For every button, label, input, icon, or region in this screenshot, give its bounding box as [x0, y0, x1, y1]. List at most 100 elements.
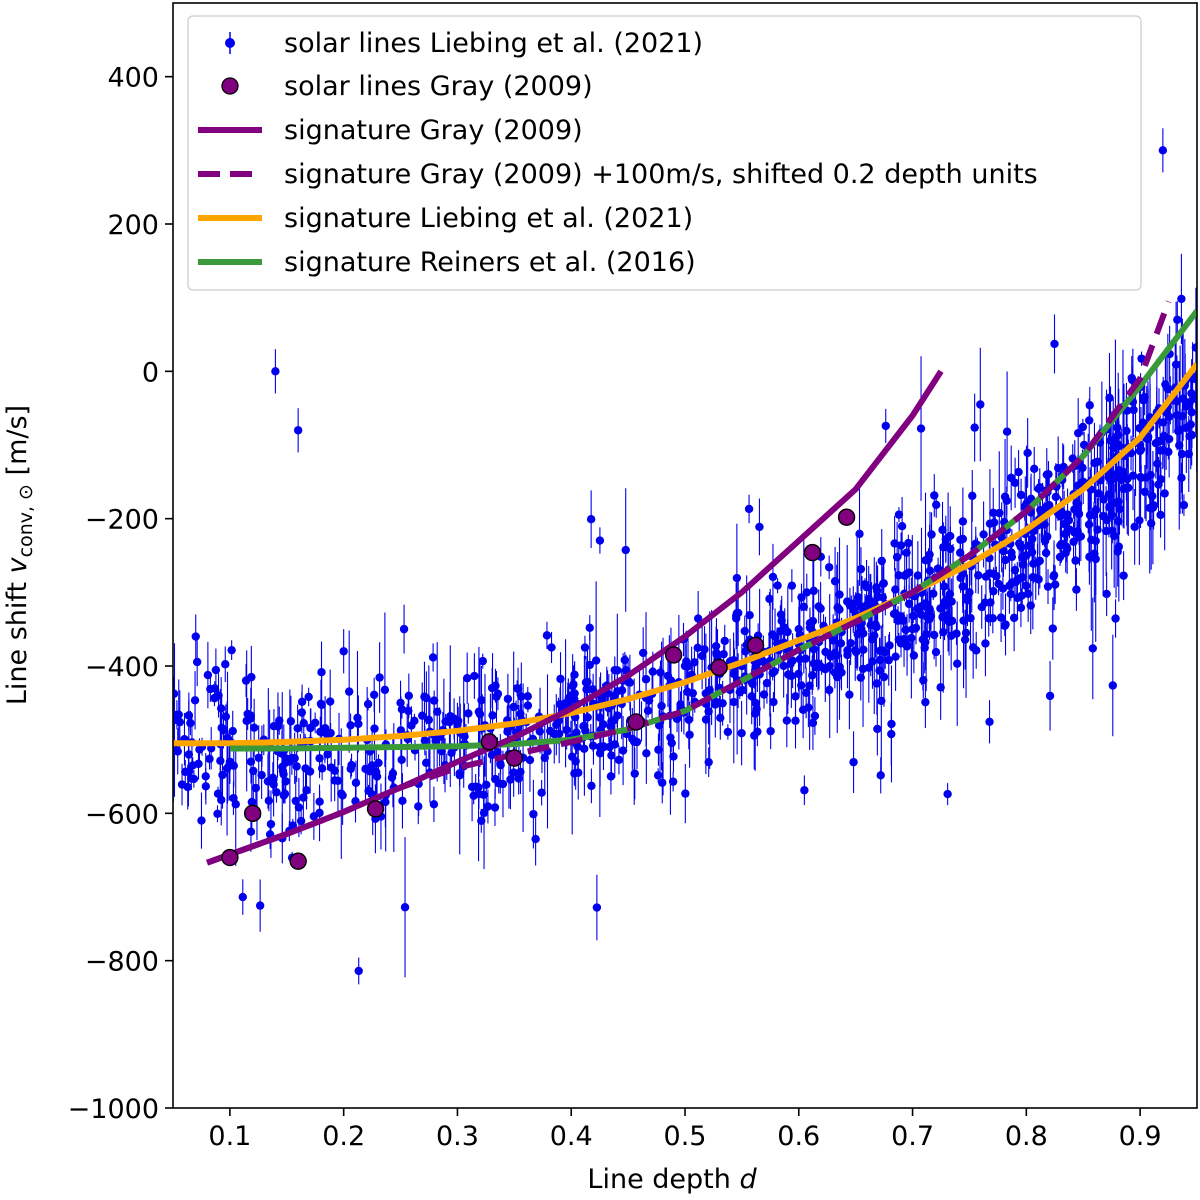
data-point [506, 775, 515, 784]
liebing-point [654, 733, 663, 766]
liebing-point [231, 742, 240, 866]
data-point [296, 816, 306, 826]
liebing-point [846, 621, 855, 666]
data-point [925, 566, 935, 575]
liebing-point [1018, 543, 1027, 612]
data-point [1085, 401, 1094, 410]
data-point [488, 711, 497, 720]
data-point [1105, 503, 1114, 512]
data-point [562, 725, 571, 735]
liebing-point [845, 660, 854, 730]
x-tick-label: 0.7 [891, 1121, 934, 1152]
liebing-point [794, 607, 803, 652]
liebing-point [936, 577, 945, 639]
liebing-point [769, 692, 778, 713]
liebing-point [876, 757, 885, 794]
data-point [873, 724, 882, 734]
liebing-point [849, 731, 858, 793]
data-point [924, 555, 933, 564]
data-point [216, 756, 225, 766]
liebing-point [1085, 398, 1094, 443]
data-point [960, 635, 970, 644]
data-point [375, 673, 384, 682]
data-point [346, 764, 355, 774]
data-point [1071, 556, 1080, 565]
data-point [1048, 624, 1057, 633]
liebing-point [1049, 540, 1059, 611]
data-point [680, 661, 690, 671]
legend-entry-liebing-points: solar lines Liebing et al. (2021) [225, 28, 703, 59]
data-point [765, 594, 774, 604]
liebing-point [579, 719, 589, 778]
liebing-point [1061, 533, 1070, 573]
data-point [902, 569, 911, 579]
data-point [221, 712, 230, 721]
data-point [747, 678, 757, 687]
liebing-point [529, 779, 538, 849]
liebing-point [414, 788, 423, 825]
y-tick-label: −200 [85, 505, 159, 536]
liebing-point [1099, 469, 1108, 530]
data-point [567, 691, 576, 700]
data-point [1050, 580, 1060, 589]
data-point [958, 517, 968, 526]
data-point [304, 692, 313, 702]
data-point [540, 753, 549, 763]
data-point [875, 666, 884, 675]
data-point [316, 699, 326, 708]
x-axis-symbol: d [739, 1164, 757, 1195]
data-point [354, 966, 363, 976]
data-point [1040, 520, 1049, 529]
liebing-point [1065, 520, 1074, 539]
data-point [970, 423, 979, 432]
data-point [614, 755, 624, 765]
data-point [1179, 500, 1189, 510]
data-point [741, 647, 750, 656]
data-point [471, 782, 480, 791]
data-point [571, 757, 580, 766]
liebing-point [1158, 128, 1168, 173]
liebing-point [374, 754, 383, 772]
data-point [890, 539, 899, 548]
data-point [621, 545, 630, 555]
data-point [769, 697, 778, 707]
data-point [610, 740, 619, 749]
liebing-point [985, 567, 994, 580]
data-point [227, 645, 236, 655]
data-point [410, 716, 419, 726]
liebing-point [765, 592, 774, 606]
gray-point [803, 543, 822, 562]
data-point [210, 684, 220, 693]
liebing-point [825, 594, 834, 739]
data-point [1041, 548, 1051, 558]
liebing-point [1045, 661, 1055, 731]
data-point [414, 802, 423, 811]
liebing-point [316, 679, 326, 728]
liebing-point [323, 738, 332, 771]
liebing-point [1187, 359, 1196, 466]
data-point [184, 750, 194, 759]
legend: solar lines Liebing et al. (2021) solar … [187, 15, 1142, 291]
data-point [512, 684, 522, 693]
liebing-point [320, 702, 330, 764]
liebing-point [351, 760, 361, 805]
data-point [610, 665, 619, 675]
data-point [213, 789, 223, 798]
data-point [909, 651, 919, 660]
data-point [984, 614, 993, 623]
data-point [546, 726, 555, 736]
data-point [894, 635, 904, 644]
data-point [195, 745, 204, 754]
data-point [1114, 441, 1123, 451]
data-point [380, 685, 390, 695]
data-point [918, 635, 928, 644]
y-axis-title-text: Line shift [2, 582, 33, 705]
data-point [286, 717, 296, 726]
data-point [786, 659, 795, 669]
data-point [399, 624, 409, 634]
liebing-point [873, 565, 882, 629]
liebing-point [685, 701, 694, 768]
data-point [585, 623, 594, 633]
data-point [228, 726, 237, 736]
data-point [719, 649, 728, 659]
